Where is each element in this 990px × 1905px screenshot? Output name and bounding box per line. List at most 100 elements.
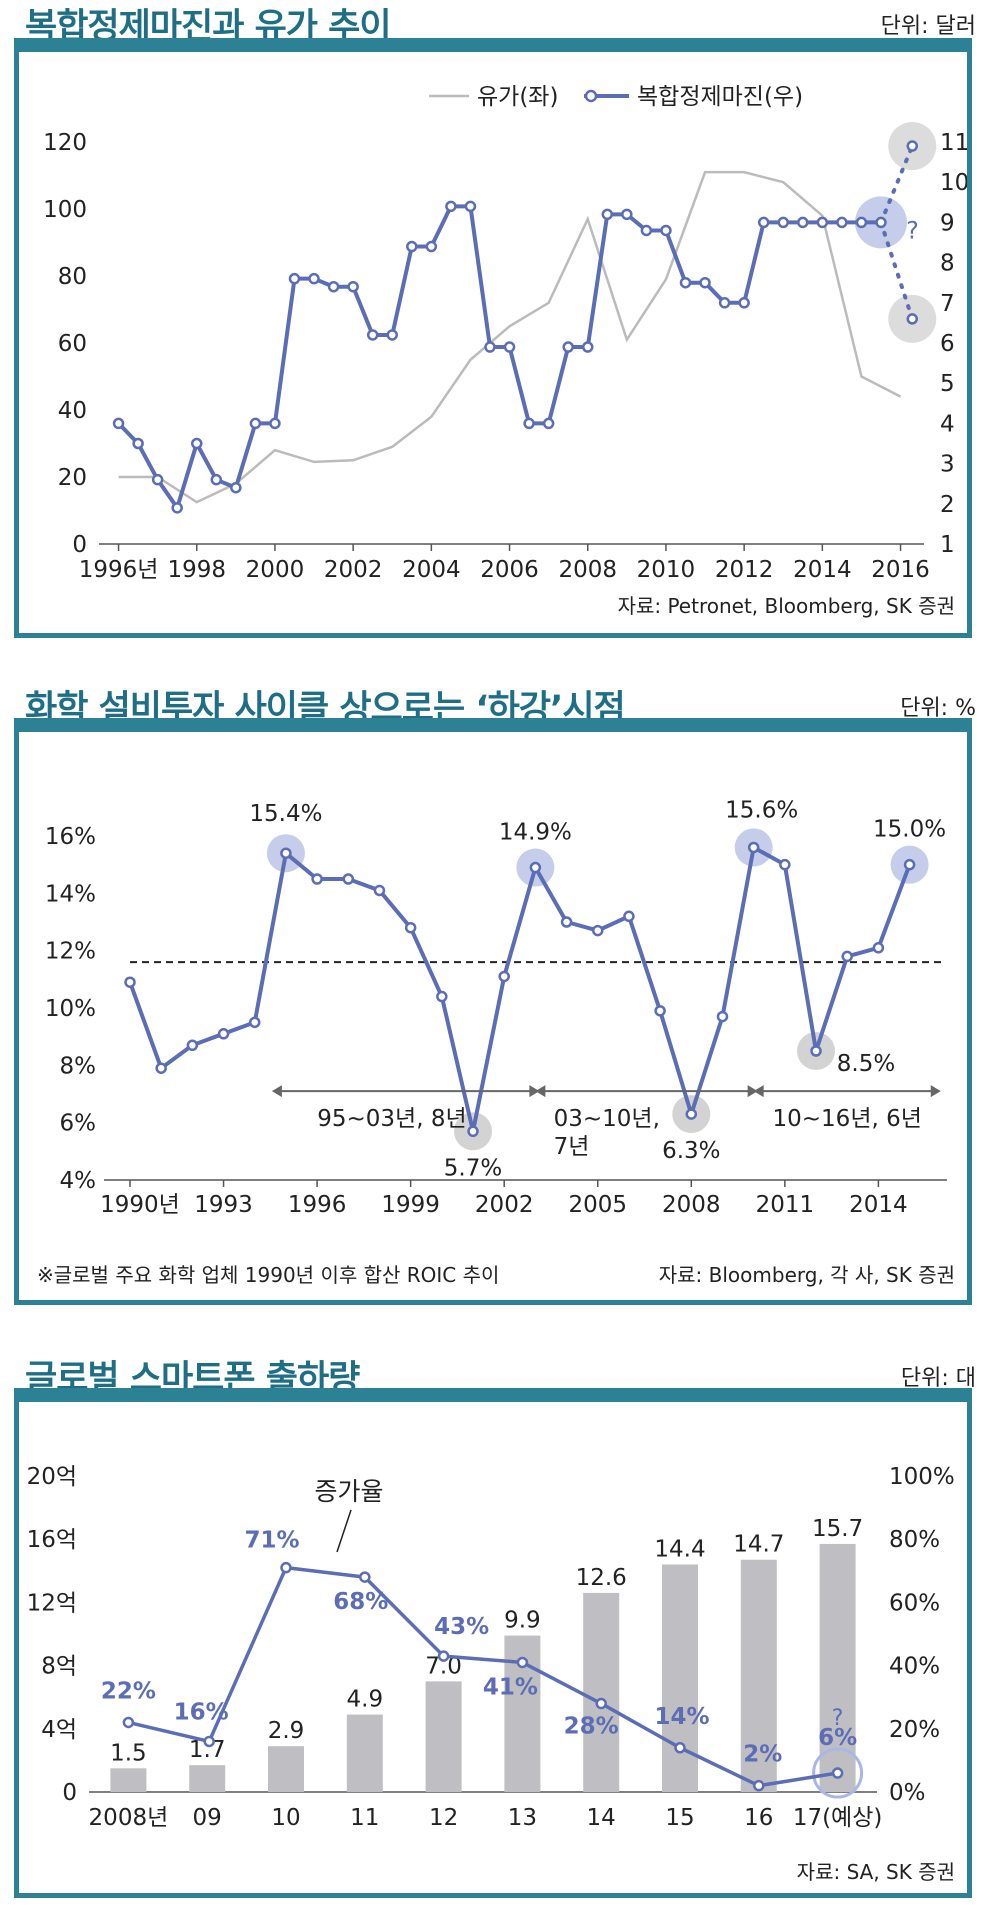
x-tick-label: 2005 — [568, 1192, 627, 1218]
y-left-tick-label: 4억 — [41, 1717, 77, 1743]
shipment-bar-label: 14.4 — [654, 1536, 705, 1562]
x-tick-label: 2004 — [402, 557, 461, 583]
y-tick-label: 8% — [60, 1053, 97, 1079]
margin-point — [777, 216, 789, 229]
x-tick-label: 16 — [744, 1805, 773, 1831]
margin-point — [464, 200, 477, 213]
shipment-bar-label: 2.9 — [268, 1718, 305, 1744]
margin-point — [210, 473, 223, 486]
cycle-arrow-head-left — [271, 1085, 282, 1098]
growth-series-label: 증가율 — [314, 1477, 383, 1506]
margin-point — [906, 313, 919, 325]
roic-point — [124, 976, 136, 988]
x-tick-label: 1993 — [194, 1192, 253, 1218]
growth-rate-point — [359, 1571, 371, 1583]
y-tick-label: 14% — [45, 881, 96, 907]
roic-data-label: 8.5% — [837, 1051, 895, 1077]
x-tick-label: 11 — [350, 1805, 379, 1831]
x-tick-label: 13 — [508, 1805, 537, 1831]
y-right-tick-label: 9 — [940, 210, 955, 236]
x-tick-label: 1990년 — [100, 1192, 180, 1218]
chart3-unit: 단위: 대 — [900, 1366, 976, 1391]
growth-rate-point — [595, 1697, 607, 1710]
margin-point — [738, 297, 750, 309]
x-tick-label: 1996 — [288, 1192, 347, 1218]
growth-rate-label: 68% — [333, 1589, 388, 1615]
x-tick-label: 2010 — [637, 557, 696, 583]
margin-point — [288, 272, 301, 285]
shipment-bar — [662, 1564, 698, 1792]
margin-point — [327, 280, 340, 293]
shipment-bar — [346, 1714, 383, 1792]
y-left-tick-label: 60 — [58, 331, 87, 357]
growth-rate-point — [122, 1716, 135, 1729]
margin-point — [718, 297, 731, 309]
x-tick-label: 2011 — [756, 1192, 815, 1218]
roic-point — [591, 924, 604, 937]
roic-point — [716, 1010, 729, 1023]
roic-point — [903, 858, 916, 871]
margin-point — [445, 200, 457, 213]
margin-point — [269, 417, 281, 430]
x-tick-label: 17(예상) — [793, 1805, 883, 1831]
x-tick-label: 1999 — [381, 1192, 440, 1218]
legend-margin-label: 복합정제마진(우) — [637, 84, 803, 110]
margin-point — [366, 329, 379, 341]
question-annotation: ? — [906, 216, 919, 244]
growth-rate-point — [203, 1735, 215, 1748]
roic-point — [841, 950, 853, 963]
x-tick-label: 1998 — [167, 557, 226, 583]
y-left-tick-label: 20억 — [27, 1464, 77, 1490]
y-right-tick-label: 1 — [940, 532, 955, 558]
roic-point — [467, 1125, 479, 1138]
roic-point — [155, 1062, 167, 1074]
roic-point — [186, 1039, 199, 1052]
growth-rate-point — [753, 1779, 765, 1792]
x-tick-label: 2008년 — [89, 1805, 169, 1831]
y-tick-label: 16% — [45, 824, 96, 850]
x-tick-label: 2000 — [246, 557, 305, 583]
margin-point — [562, 341, 574, 353]
roic-point — [248, 1016, 261, 1029]
growth-rate-point — [516, 1656, 529, 1669]
roic-point — [373, 884, 386, 897]
y-left-tick-label: 20 — [58, 465, 87, 491]
margin-point — [581, 341, 594, 353]
y-tick-label: 12% — [45, 939, 96, 965]
shipment-bar-label: 12.6 — [576, 1565, 627, 1591]
margin-point — [386, 329, 398, 341]
cycle-label: 7년 — [554, 1134, 590, 1160]
margin-point — [660, 224, 672, 237]
margin-point — [797, 216, 809, 229]
margin-point — [542, 417, 555, 430]
y-left-tick-label: 12억 — [27, 1590, 77, 1616]
growth-rate-label: 2% — [743, 1742, 782, 1768]
y-right-tick-label: 10 — [940, 170, 967, 196]
roic-line — [128, 845, 912, 1134]
x-tick-label: 14 — [587, 1805, 616, 1831]
x-tick-label: 2016 — [871, 557, 930, 583]
margin-point — [836, 216, 848, 229]
legend-margin-marker — [584, 89, 598, 103]
margin-point — [112, 417, 125, 430]
margin-point — [601, 208, 614, 221]
cycle-arrow-head-right — [930, 1085, 941, 1098]
growth-rate-label: 22% — [101, 1678, 156, 1704]
y-left-tick-label: 80 — [58, 264, 87, 290]
margin-point — [406, 240, 418, 253]
roic-point — [810, 1045, 822, 1057]
x-tick-label: 10 — [271, 1805, 300, 1831]
shipment-bar-label: 4.9 — [347, 1687, 384, 1713]
y-right-tick-label: 8 — [940, 251, 955, 277]
chart1-frame: 0 20 40 60 80 100 120 1 2 3 4 5 6 7 8 9 10 11 1996년 1998 200… — [14, 38, 972, 638]
y-right-tick-label: 3 — [940, 452, 955, 478]
x-tick-label: 15 — [665, 1805, 694, 1831]
roic-point — [217, 1028, 230, 1040]
roic-point — [560, 916, 573, 928]
x-tick-label: 2014 — [849, 1192, 908, 1218]
shipment-bar — [110, 1768, 147, 1792]
margin-point — [503, 341, 516, 353]
growth-rate-label: 28% — [564, 1714, 619, 1740]
chart3-source: 자료: SA, SK 증권 — [796, 1860, 955, 1884]
